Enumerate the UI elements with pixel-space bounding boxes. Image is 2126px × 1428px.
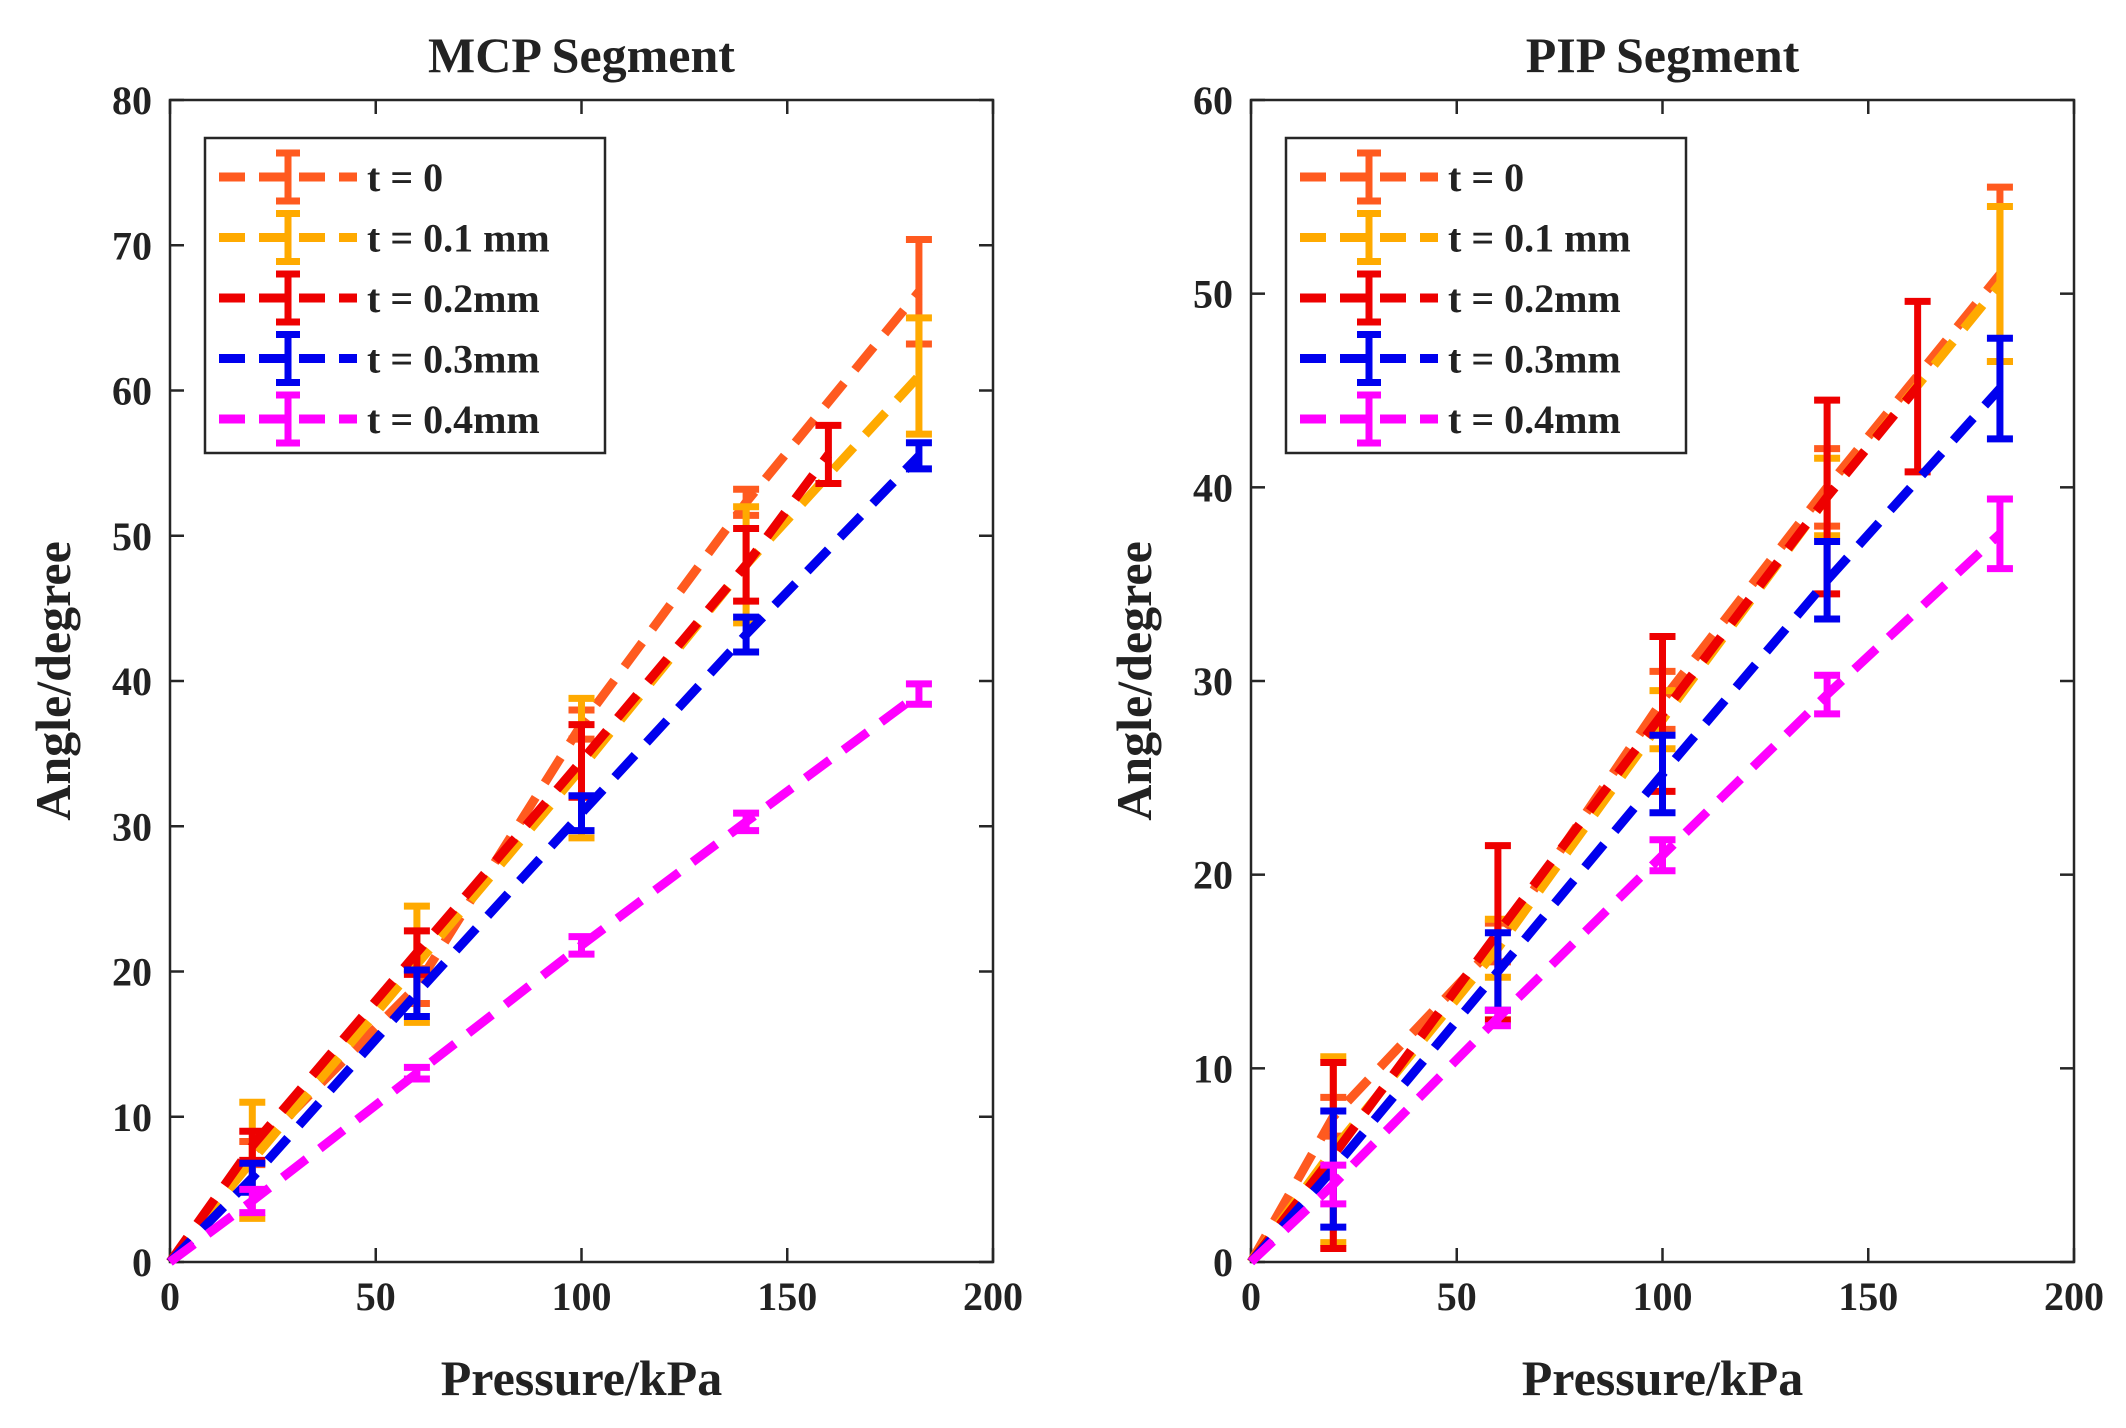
- legend-item: t = 0.4mm: [1300, 391, 1621, 447]
- y-tick-label: 0: [132, 1240, 152, 1285]
- x-tick-label: 200: [963, 1274, 1023, 1319]
- series-1: [166, 314, 932, 1265]
- error-bar: [1986, 495, 2013, 573]
- legend-label: t = 0: [367, 155, 443, 200]
- series-4: [1247, 495, 2013, 1266]
- legend-label: t = 0.3mm: [367, 337, 540, 382]
- series-3: [1247, 334, 2013, 1265]
- legend-label: t = 0.3mm: [1448, 337, 1621, 382]
- error-bar: [733, 613, 760, 656]
- legend-item: t = 0.4mm: [219, 391, 540, 447]
- x-tick-label: 0: [160, 1274, 180, 1319]
- x-tick-label: 100: [552, 1274, 612, 1319]
- legend-label: t = 0.4mm: [367, 397, 540, 442]
- legend-item: t = 0.1 mm: [1300, 210, 1631, 265]
- y-tick-label: 50: [1193, 272, 1233, 317]
- legend-item: t = 0: [1300, 149, 1524, 205]
- error-bar: [568, 792, 595, 835]
- legend-item: t = 0.1 mm: [219, 210, 550, 265]
- legend-item: t = 0: [219, 149, 443, 205]
- pip-segment-chart: 0 50 100 150 200 0 10 20 30 40 50 60 PIP Segment Pres…: [1106, 27, 2104, 1406]
- series-line: [166, 452, 923, 1266]
- error-bar: [733, 809, 760, 835]
- y-tick-label: 20: [112, 950, 152, 995]
- y-tick-label: 10: [112, 1095, 152, 1140]
- x-tick-label: 150: [1838, 1274, 1898, 1319]
- legend-label: t = 0.4mm: [1448, 397, 1621, 442]
- series-line: [166, 451, 833, 1265]
- x-tick-label: 150: [757, 1274, 817, 1319]
- x-tick-label: 50: [356, 1274, 396, 1319]
- error-bar: [815, 421, 842, 487]
- error-bar: [905, 680, 932, 708]
- y-tick-label: 10: [1193, 1046, 1233, 1091]
- legend-item: t = 0.2mm: [219, 270, 540, 326]
- series-line: [1247, 385, 2004, 1265]
- y-tick-label: 60: [112, 369, 152, 414]
- error-bar: [1649, 836, 1676, 875]
- series-3: [166, 439, 932, 1266]
- legend-label: t = 0: [1448, 155, 1524, 200]
- series-line: [167, 690, 922, 1266]
- legend-label: t = 0.2mm: [1448, 276, 1621, 321]
- error-bar: [1814, 671, 1841, 718]
- legend: t = 0 t = 0.1 mm t = 0.2mm t = 0.3mm t = 0.4…: [1284, 136, 1688, 455]
- error-bar: [905, 314, 932, 438]
- error-bar: [239, 1185, 266, 1217]
- series-line: [1247, 271, 2004, 1265]
- legend-item: t = 0.3mm: [1300, 331, 1621, 386]
- error-bar: [905, 439, 932, 473]
- legend: t = 0 t = 0.1 mm t = 0.2mm t = 0.3mm t = 0.4…: [203, 136, 607, 455]
- y-tick-label: 70: [112, 223, 152, 268]
- mcp-segment-chart: 0 50 100 150 200 0 10 20 30 40 50 60 70 80 MCP Segment…: [25, 27, 1023, 1406]
- x-tick-label: 0: [1241, 1274, 1261, 1319]
- x-tick-label: 200: [2044, 1274, 2104, 1319]
- error-bar: [1484, 1006, 1511, 1030]
- chart-title: MCP Segment: [428, 27, 735, 83]
- error-bar: [1320, 1161, 1347, 1208]
- legend-label: t = 0.2mm: [367, 276, 540, 321]
- y-axis-label: Angle/degree: [1106, 541, 1162, 821]
- error-bar: [1649, 731, 1676, 817]
- x-axis-label: Pressure/kPa: [441, 1350, 722, 1406]
- y-tick-label: 20: [1193, 853, 1233, 898]
- legend-label: t = 0.1 mm: [367, 216, 550, 261]
- y-tick-label: 0: [1213, 1240, 1233, 1285]
- error-bar: [1986, 334, 2013, 443]
- legend-item: t = 0.3mm: [219, 331, 540, 386]
- y-tick-label: 40: [112, 659, 152, 704]
- error-bar: [733, 524, 760, 605]
- legend-item: t = 0.2mm: [1300, 270, 1621, 326]
- error-bar: [403, 966, 430, 1021]
- y-tick-label: 60: [1193, 78, 1233, 123]
- y-tick-label: 50: [112, 514, 152, 559]
- error-bar: [1814, 538, 1841, 623]
- series-line: [1247, 530, 2003, 1266]
- error-bar: [568, 933, 595, 958]
- x-axis-label: Pressure/kPa: [1522, 1350, 1803, 1406]
- series-line: [166, 372, 923, 1265]
- y-tick-label: 30: [1193, 659, 1233, 704]
- series-line: [1247, 383, 1922, 1265]
- y-tick-label: 80: [112, 78, 152, 123]
- legend-label: t = 0.1 mm: [1448, 216, 1631, 261]
- x-tick-label: 100: [1633, 1274, 1693, 1319]
- y-tick-label: 40: [1193, 465, 1233, 510]
- error-bar: [403, 1063, 430, 1083]
- series-4: [167, 680, 932, 1266]
- x-tick-label: 50: [1437, 1274, 1477, 1319]
- chart-title: PIP Segment: [1526, 27, 1800, 83]
- y-axis-label: Angle/degree: [25, 541, 81, 821]
- y-tick-label: 30: [112, 804, 152, 849]
